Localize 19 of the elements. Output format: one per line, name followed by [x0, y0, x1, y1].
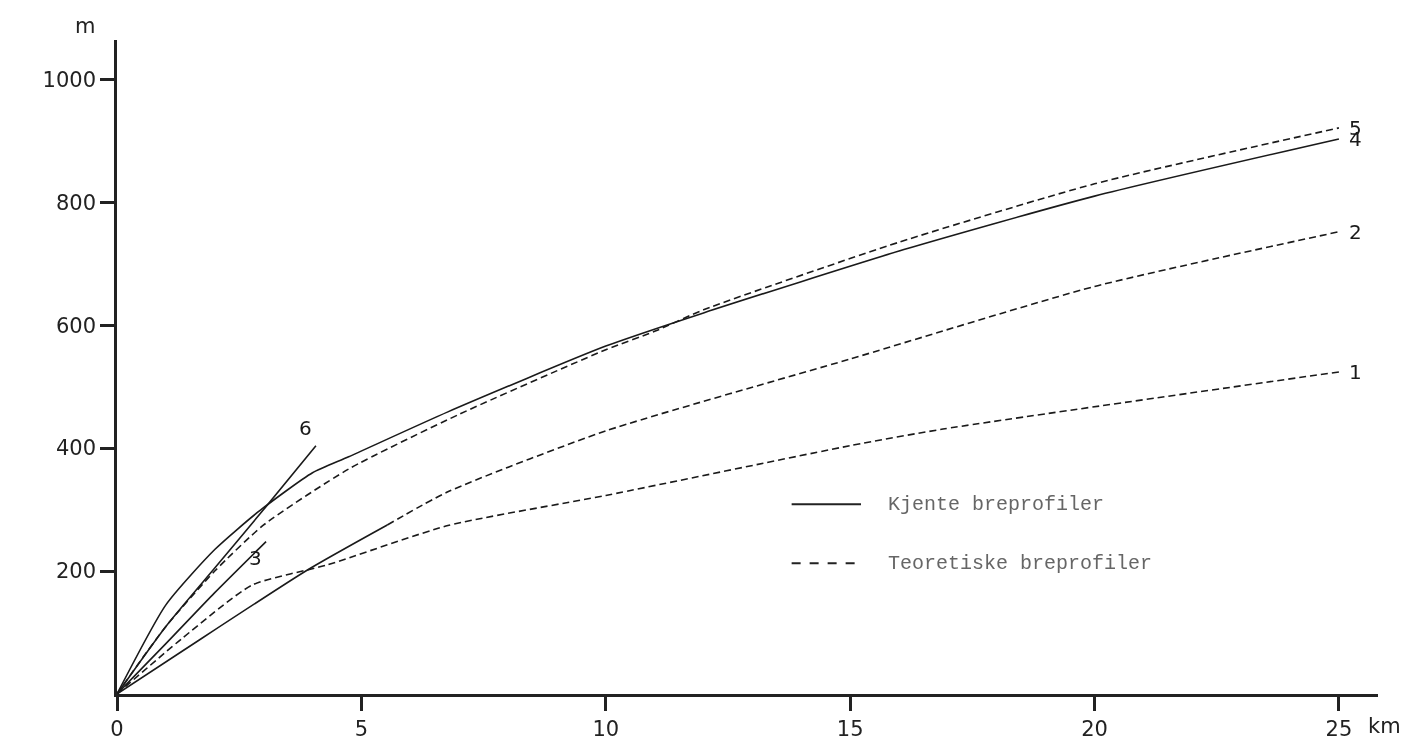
annotation: Kjente breprofiler	[888, 493, 1105, 516]
y-tick-label: 1000	[42, 67, 97, 92]
x-axis-title: km	[1368, 714, 1401, 738]
x-tick-label: 5	[354, 716, 369, 741]
series-label: 1	[1349, 360, 1362, 384]
x-tick-label: 20	[1081, 716, 1108, 741]
y-tick-label: 200	[55, 559, 97, 584]
y-tick-label: 800	[55, 190, 97, 215]
annotation: Teoretiske breprofiler	[888, 552, 1153, 575]
y-tick-label: 400	[55, 436, 97, 461]
x-tick-label: 25	[1325, 716, 1353, 741]
y-axis-title: m	[75, 14, 96, 38]
series-label: 6	[299, 416, 312, 440]
series-label: 3	[249, 546, 262, 570]
x-tick-label: 15	[836, 716, 864, 741]
y-tick-label: 600	[55, 313, 97, 338]
series-label: 2	[1349, 220, 1362, 244]
x-tick-label: 0	[110, 716, 124, 741]
x-tick-label: 10	[592, 716, 620, 741]
